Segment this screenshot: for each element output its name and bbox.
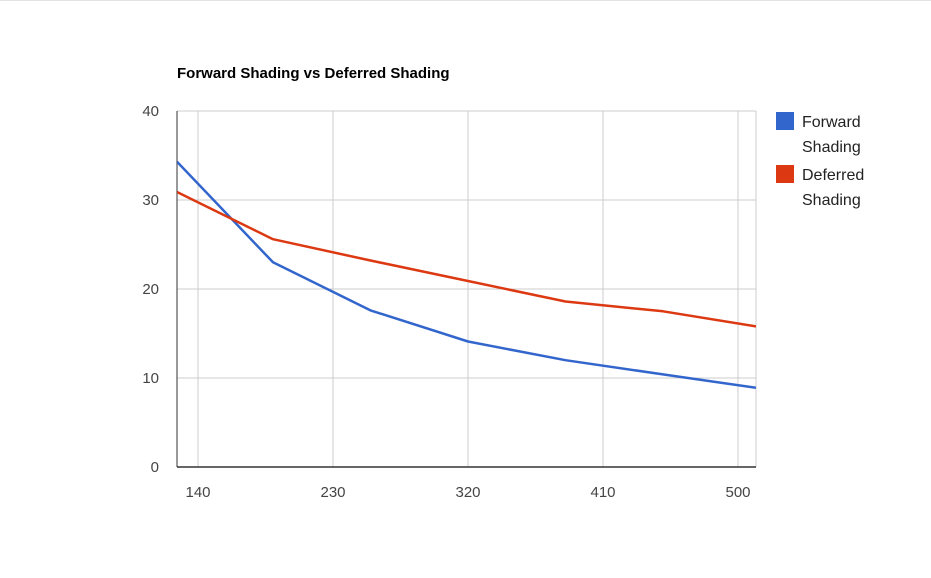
legend-label: Forward [802, 114, 861, 131]
x-tick-label: 410 [590, 484, 615, 501]
series-lines [177, 160, 756, 390]
legend-swatch [776, 165, 794, 183]
legend-label: Shading [802, 139, 861, 156]
x-tick-label: 500 [725, 484, 750, 501]
series-line-1 [177, 190, 756, 328]
y-tick-label: 40 [142, 103, 159, 120]
y-tick-label: 10 [142, 370, 159, 387]
legend-swatch [776, 112, 794, 130]
legend: Forward Shading Deferred Shading [776, 112, 864, 209]
legend-item-1: Deferred Shading [776, 165, 864, 209]
y-tick-label: 30 [142, 192, 159, 209]
grid [177, 110, 757, 467]
legend-item-0: Forward Shading [776, 112, 861, 156]
chart-title: Forward Shading vs Deferred Shading [177, 65, 450, 82]
x-tick-label: 320 [455, 484, 480, 501]
y-tick-label: 20 [142, 281, 159, 298]
tick-labels: 0 10 20 30 40 140 230 320 410 500 [142, 103, 750, 501]
x-tick-label: 140 [185, 484, 210, 501]
legend-label: Deferred [802, 167, 864, 184]
top-border [0, 0, 931, 1]
axes [176, 111, 756, 468]
x-tick-label: 230 [320, 484, 345, 501]
series-line-0 [177, 160, 756, 390]
legend-label: Shading [802, 192, 861, 209]
y-tick-label: 0 [151, 459, 159, 476]
